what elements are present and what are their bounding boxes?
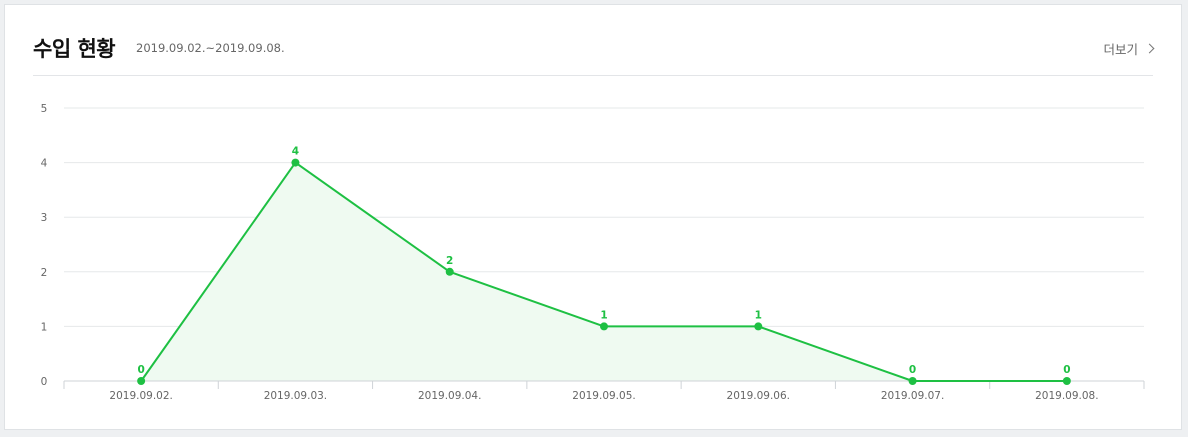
x-tick-label: 2019.09.06. — [727, 390, 790, 402]
x-tick-label: 2019.09.08. — [1035, 390, 1098, 402]
y-tick-label: 4 — [41, 158, 48, 170]
data-label: 2 — [446, 255, 453, 267]
more-link[interactable]: 더보기 — [1103, 39, 1155, 58]
data-point — [600, 322, 608, 331]
data-point — [908, 377, 917, 385]
data-point — [291, 158, 300, 167]
y-tick-label: 2 — [41, 267, 48, 279]
data-label: 0 — [137, 364, 144, 376]
data-label: 1 — [755, 309, 762, 321]
data-label: 1 — [600, 309, 607, 321]
y-tick-label: 3 — [41, 212, 48, 224]
y-tick-label: 5 — [41, 103, 48, 115]
data-label: 0 — [1063, 364, 1070, 376]
x-tick-label: 2019.09.05. — [572, 390, 635, 402]
period-range: 2019.09.02.~2019.09.08. — [136, 41, 285, 55]
data-label: 0 — [909, 364, 916, 376]
card-header: 수입 현황 2019.09.02.~2019.09.08. 더보기 — [33, 25, 1155, 76]
x-tick-label: 2019.09.04. — [418, 390, 481, 402]
data-point — [754, 322, 763, 331]
y-tick-label: 1 — [41, 321, 48, 333]
data-point — [1062, 377, 1071, 385]
y-tick-label: 0 — [41, 376, 48, 388]
data-label: 4 — [292, 146, 299, 158]
data-point — [137, 377, 146, 385]
data-point — [445, 267, 454, 276]
x-tick-label: 2019.09.07. — [881, 390, 944, 402]
card-title: 수입 현황 — [33, 37, 116, 61]
x-tick-label: 2019.09.02. — [109, 390, 172, 402]
more-label: 더보기 — [1103, 42, 1138, 57]
x-tick-label: 2019.09.03. — [264, 390, 327, 402]
